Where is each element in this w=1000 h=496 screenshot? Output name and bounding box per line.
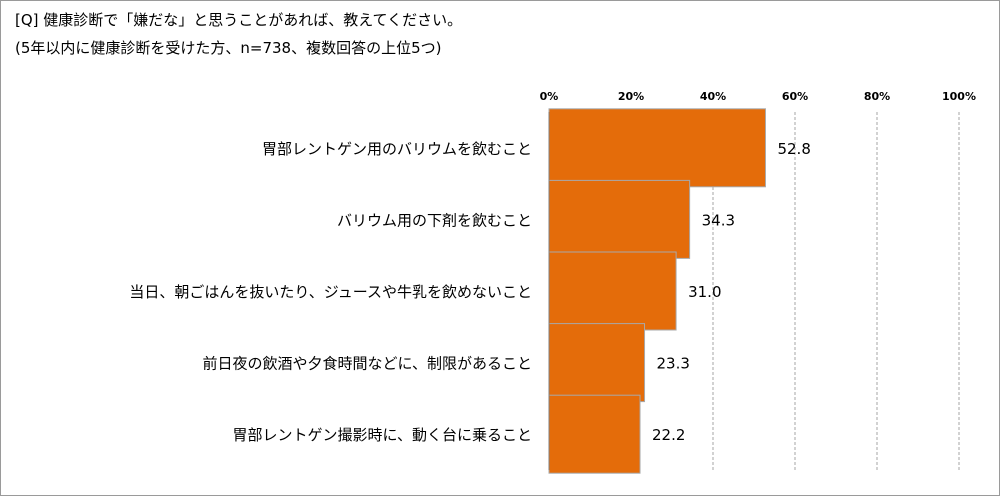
x-tick-label: 0% bbox=[540, 90, 559, 103]
value-label: 31.0 bbox=[688, 283, 721, 301]
bar bbox=[548, 179, 691, 259]
category-label: 胃部レントゲン用のバリウムを飲むこと bbox=[262, 140, 532, 158]
x-tick-label: 40% bbox=[700, 90, 726, 103]
category-label: 胃部レントゲン撮影時に、動く台に乗ること bbox=[232, 426, 532, 444]
category-label: 当日、朝ごはんを抜いたり、ジュースや牛乳を飲めないこと bbox=[129, 283, 532, 301]
value-label: 23.3 bbox=[657, 355, 690, 373]
question-subtitle: (5年以内に健康診断を受けた方、n=738、複数回答の上位5つ) bbox=[15, 39, 442, 57]
value-label: 52.8 bbox=[777, 140, 810, 158]
bar bbox=[548, 108, 766, 188]
value-label: 34.3 bbox=[702, 211, 735, 229]
category-label: バリウム用の下剤を飲むこと bbox=[337, 211, 532, 229]
value-label: 22.2 bbox=[652, 426, 685, 444]
category-label: 前日夜の飲酒や夕食時間などに、制限があること bbox=[202, 355, 532, 373]
bar bbox=[548, 251, 677, 331]
bar bbox=[548, 394, 641, 474]
question-title: [Q] 健康診断で「嫌だな」と思うことがあれば、教えてください。 bbox=[15, 11, 463, 29]
x-tick-label: 80% bbox=[864, 90, 890, 103]
bar bbox=[548, 323, 646, 403]
x-tick-label: 20% bbox=[618, 90, 644, 103]
x-tick-label: 60% bbox=[782, 90, 808, 103]
x-tick-label: 100% bbox=[942, 90, 976, 103]
